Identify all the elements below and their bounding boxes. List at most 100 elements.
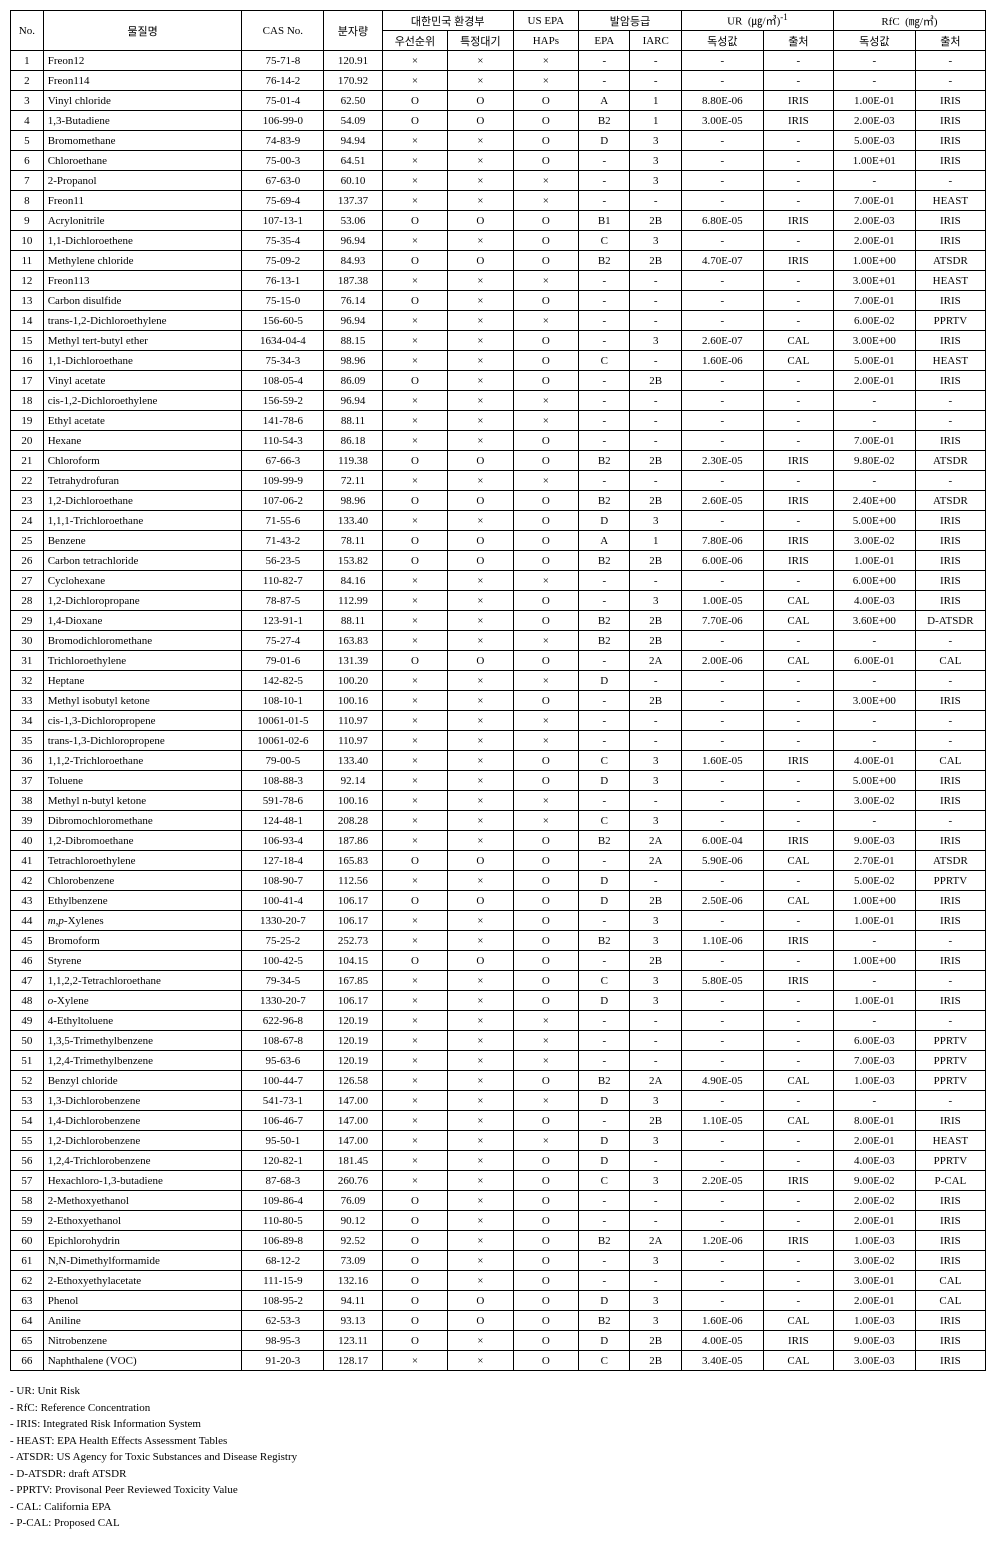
table-cell: 29: [11, 611, 44, 631]
table-cell: 163.83: [324, 631, 382, 651]
table-row: 361,1,2-Trichloroethane79-00-5133.40××OC…: [11, 751, 986, 771]
table-row: 14trans-1,2-Dichloroethylene156-60-596.9…: [11, 311, 986, 331]
table-cell: CAL: [763, 851, 833, 871]
table-cell: 7.00E-03: [833, 1051, 915, 1071]
table-cell: 3.00E-01: [833, 1271, 915, 1291]
table-row: 231,2-Dichloroethane107-06-298.96OOOB22B…: [11, 491, 986, 511]
table-cell: O: [513, 291, 578, 311]
table-cell: -: [681, 1211, 763, 1231]
table-cell: 3: [630, 1291, 681, 1311]
table-cell: 156-60-5: [242, 311, 324, 331]
table-cell: -: [833, 71, 915, 91]
table-cell: 591-78-6: [242, 791, 324, 811]
table-cell: 46: [11, 951, 44, 971]
table-cell: O: [513, 1171, 578, 1191]
table-cell: CAL: [915, 751, 985, 771]
table-cell: -: [833, 1011, 915, 1031]
table-cell: -: [630, 311, 681, 331]
table-cell: -: [579, 271, 630, 291]
table-cell: 2.00E-03: [833, 211, 915, 231]
table-cell: 92.52: [324, 1231, 382, 1251]
table-cell: -: [630, 471, 681, 491]
table-cell: D: [579, 1291, 630, 1311]
table-cell: 1,2-Dichlorobenzene: [43, 1131, 242, 1151]
table-cell: 3: [630, 231, 681, 251]
table-cell: PPRTV: [915, 871, 985, 891]
table-cell: 3: [630, 811, 681, 831]
table-row: 401,2-Dibromoethane106-93-4187.86××OB22A…: [11, 831, 986, 851]
table-cell: IRIS: [763, 551, 833, 571]
table-cell: -: [915, 51, 985, 71]
table-cell: 100-44-7: [242, 1071, 324, 1091]
table-cell: IRIS: [763, 1171, 833, 1191]
table-cell: 50: [11, 1031, 44, 1051]
table-cell: IRIS: [763, 971, 833, 991]
table-cell: IRIS: [915, 911, 985, 931]
table-cell: cis-1,2-Dichloroethylene: [43, 391, 242, 411]
table-cell: -: [579, 851, 630, 871]
table-cell: -: [579, 151, 630, 171]
table-cell: 2.70E-01: [833, 851, 915, 871]
table-cell: 7.80E-06: [681, 531, 763, 551]
table-cell: 28: [11, 591, 44, 611]
table-cell: 7.00E-01: [833, 291, 915, 311]
table-cell: ×: [448, 231, 513, 251]
table-cell: 9.00E-03: [833, 831, 915, 851]
table-cell: -: [833, 471, 915, 491]
table-cell: 78.11: [324, 531, 382, 551]
table-cell: -: [681, 471, 763, 491]
table-cell: Hexachloro-1,3-butadiene: [43, 1171, 242, 1191]
table-cell: 3.60E+00: [833, 611, 915, 631]
table-cell: ×: [382, 991, 447, 1011]
table-cell: 2B: [630, 211, 681, 231]
table-cell: O: [448, 551, 513, 571]
table-cell: O: [513, 451, 578, 471]
table-cell: ×: [513, 1031, 578, 1051]
table-cell: 88.11: [324, 411, 382, 431]
table-row: 26Carbon tetrachloride56-23-5153.82OOOB2…: [11, 551, 986, 571]
table-cell: ×: [448, 1211, 513, 1231]
table-cell: m,p-Xylenes: [43, 911, 242, 931]
table-cell: 133.40: [324, 751, 382, 771]
table-cell: 120.19: [324, 1051, 382, 1071]
table-cell: B2: [579, 931, 630, 951]
table-cell: -: [763, 511, 833, 531]
table-cell: ×: [448, 1351, 513, 1371]
table-cell: 16: [11, 351, 44, 371]
table-cell: IRIS: [915, 771, 985, 791]
table-cell: 3: [630, 991, 681, 1011]
table-cell: 260.76: [324, 1171, 382, 1191]
table-cell: 3.40E-05: [681, 1351, 763, 1371]
table-cell: 37: [11, 771, 44, 791]
table-cell: 1.00E-01: [833, 991, 915, 1011]
table-cell: O: [382, 1231, 447, 1251]
table-cell: ×: [382, 571, 447, 591]
table-row: 21Chloroform67-66-3119.38OOOB22B2.30E-05…: [11, 451, 986, 471]
table-cell: 22: [11, 471, 44, 491]
table-cell: Vinyl acetate: [43, 371, 242, 391]
table-cell: ×: [382, 971, 447, 991]
table-cell: -: [630, 271, 681, 291]
table-cell: 3.00E-03: [833, 1351, 915, 1371]
table-cell: ×: [513, 671, 578, 691]
table-cell: -: [915, 631, 985, 651]
table-cell: O: [382, 371, 447, 391]
table-cell: -: [763, 431, 833, 451]
table-cell: ×: [448, 591, 513, 611]
table-cell: B2: [579, 551, 630, 571]
table-cell: 1,2,4-Trichlorobenzene: [43, 1151, 242, 1171]
table-cell: -: [833, 391, 915, 411]
table-cell: IRIS: [763, 1331, 833, 1351]
table-cell: O: [513, 651, 578, 671]
table-cell: HEAST: [915, 351, 985, 371]
table-cell: ×: [513, 1091, 578, 1111]
table-cell: -: [833, 971, 915, 991]
table-cell: -: [579, 471, 630, 491]
table-cell: -: [681, 711, 763, 731]
table-cell: -: [681, 791, 763, 811]
table-cell: -: [833, 671, 915, 691]
table-cell: IRIS: [915, 511, 985, 531]
table-cell: 1.00E-03: [833, 1231, 915, 1251]
table-cell: -: [915, 811, 985, 831]
table-cell: ×: [448, 331, 513, 351]
